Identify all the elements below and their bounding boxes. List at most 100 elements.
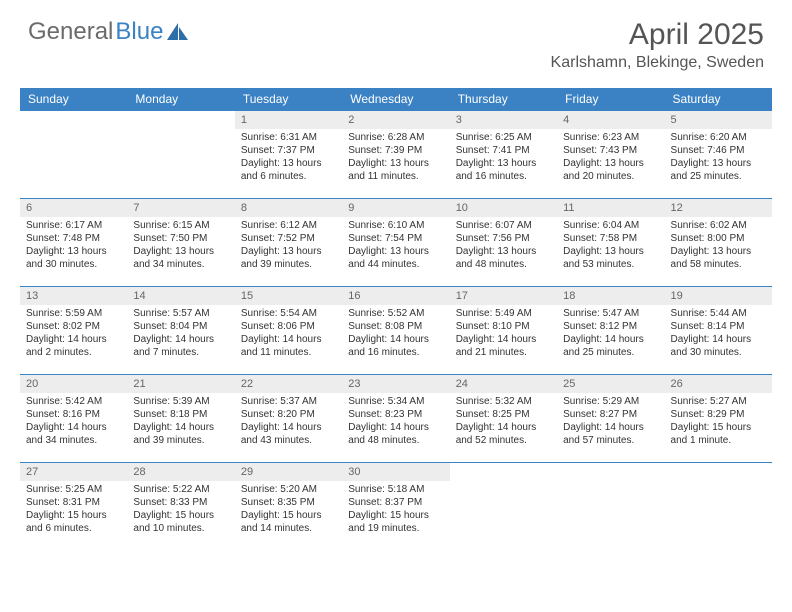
sunset-text: Sunset: 8:06 PM: [241, 320, 336, 333]
sunset-text: Sunset: 8:16 PM: [26, 408, 121, 421]
sunrise-text: Sunrise: 6:12 AM: [241, 219, 336, 232]
day-number: 24: [450, 375, 557, 393]
daylight-text: Daylight: 15 hours and 10 minutes.: [133, 509, 228, 535]
sunset-text: Sunset: 8:31 PM: [26, 496, 121, 509]
day-number: 26: [665, 375, 772, 393]
sunrise-text: Sunrise: 5:32 AM: [456, 395, 551, 408]
week-row: 6Sunrise: 6:17 AMSunset: 7:48 PMDaylight…: [20, 199, 772, 287]
daylight-text: Daylight: 13 hours and 39 minutes.: [241, 245, 336, 271]
weekday-header-row: SundayMondayTuesdayWednesdayThursdayFrid…: [20, 88, 772, 111]
day-number: 18: [557, 287, 664, 305]
sunset-text: Sunset: 8:35 PM: [241, 496, 336, 509]
daylight-text: Daylight: 13 hours and 6 minutes.: [241, 157, 336, 183]
day-cell: 19Sunrise: 5:44 AMSunset: 8:14 PMDayligh…: [665, 287, 772, 375]
day-cell: 30Sunrise: 5:18 AMSunset: 8:37 PMDayligh…: [342, 463, 449, 551]
weekday-header: Wednesday: [342, 88, 449, 111]
day-cell: 1Sunrise: 6:31 AMSunset: 7:37 PMDaylight…: [235, 111, 342, 199]
sunrise-text: Sunrise: 5:29 AM: [563, 395, 658, 408]
day-cell: 25Sunrise: 5:29 AMSunset: 8:27 PMDayligh…: [557, 375, 664, 463]
weekday-header: Tuesday: [235, 88, 342, 111]
day-cell: [127, 111, 234, 199]
day-body: Sunrise: 5:29 AMSunset: 8:27 PMDaylight:…: [557, 393, 664, 451]
day-cell: 9 Sunrise: 6:10 AMSunset: 7:54 PMDaylight…: [342, 199, 449, 287]
sunset-text: Sunset: 8:02 PM: [26, 320, 121, 333]
daylight-text: Daylight: 13 hours and 44 minutes.: [348, 245, 443, 271]
week-row: 13Sunrise: 5:59 AMSunset: 8:02 PMDayligh…: [20, 287, 772, 375]
calendar-body: 1Sunrise: 6:31 AMSunset: 7:37 PMDaylight…: [20, 111, 772, 551]
daylight-text: Daylight: 14 hours and 48 minutes.: [348, 421, 443, 447]
sunset-text: Sunset: 7:52 PM: [241, 232, 336, 245]
day-body: Sunrise: 6:07 AMSunset: 7:56 PMDaylight:…: [450, 217, 557, 275]
day-body: Sunrise: 5:18 AMSunset: 8:37 PMDaylight:…: [342, 481, 449, 539]
day-number: 23: [342, 375, 449, 393]
logo-text-gray: General: [28, 18, 113, 46]
day-number: 8: [235, 199, 342, 217]
day-number: 2: [342, 111, 449, 129]
sunset-text: Sunset: 8:08 PM: [348, 320, 443, 333]
day-body: Sunrise: 6:20 AMSunset: 7:46 PMDaylight:…: [665, 129, 772, 187]
day-cell: [450, 463, 557, 551]
daylight-text: Daylight: 13 hours and 11 minutes.: [348, 157, 443, 183]
week-row: 27Sunrise: 5:25 AMSunset: 8:31 PMDayligh…: [20, 463, 772, 551]
sunrise-text: Sunrise: 6:10 AM: [348, 219, 443, 232]
day-number: 17: [450, 287, 557, 305]
day-cell: [665, 463, 772, 551]
daylight-text: Daylight: 13 hours and 25 minutes.: [671, 157, 766, 183]
daylight-text: Daylight: 15 hours and 1 minute.: [671, 421, 766, 447]
header: GeneralBlue April 2025 Karlshamn, Blekin…: [0, 0, 792, 82]
logo-sail-icon: [167, 23, 189, 41]
sunrise-text: Sunrise: 6:17 AM: [26, 219, 121, 232]
daylight-text: Daylight: 13 hours and 53 minutes.: [563, 245, 658, 271]
daylight-text: Daylight: 13 hours and 16 minutes.: [456, 157, 551, 183]
day-number: 19: [665, 287, 772, 305]
sunset-text: Sunset: 8:18 PM: [133, 408, 228, 421]
sunset-text: Sunset: 8:37 PM: [348, 496, 443, 509]
day-cell: 27Sunrise: 5:25 AMSunset: 8:31 PMDayligh…: [20, 463, 127, 551]
calendar-table: SundayMondayTuesdayWednesdayThursdayFrid…: [20, 88, 772, 551]
sunset-text: Sunset: 7:54 PM: [348, 232, 443, 245]
sunrise-text: Sunrise: 5:47 AM: [563, 307, 658, 320]
day-cell: 6Sunrise: 6:17 AMSunset: 7:48 PMDaylight…: [20, 199, 127, 287]
day-body: Sunrise: 5:47 AMSunset: 8:12 PMDaylight:…: [557, 305, 664, 363]
day-body: Sunrise: 5:57 AMSunset: 8:04 PMDaylight:…: [127, 305, 234, 363]
day-number: 20: [20, 375, 127, 393]
daylight-text: Daylight: 14 hours and 21 minutes.: [456, 333, 551, 359]
day-body: Sunrise: 5:54 AMSunset: 8:06 PMDaylight:…: [235, 305, 342, 363]
weekday-header: Monday: [127, 88, 234, 111]
day-cell: 16Sunrise: 5:52 AMSunset: 8:08 PMDayligh…: [342, 287, 449, 375]
day-cell: 12Sunrise: 6:02 AMSunset: 8:00 PMDayligh…: [665, 199, 772, 287]
daylight-text: Daylight: 14 hours and 39 minutes.: [133, 421, 228, 447]
daylight-text: Daylight: 13 hours and 48 minutes.: [456, 245, 551, 271]
daylight-text: Daylight: 14 hours and 25 minutes.: [563, 333, 658, 359]
weekday-header: Saturday: [665, 88, 772, 111]
weekday-header: Friday: [557, 88, 664, 111]
day-cell: 11Sunrise: 6:04 AMSunset: 7:58 PMDayligh…: [557, 199, 664, 287]
day-cell: 5Sunrise: 6:20 AMSunset: 7:46 PMDaylight…: [665, 111, 772, 199]
sunrise-text: Sunrise: 6:25 AM: [456, 131, 551, 144]
sunset-text: Sunset: 8:25 PM: [456, 408, 551, 421]
sunrise-text: Sunrise: 5:27 AM: [671, 395, 766, 408]
sunset-text: Sunset: 7:46 PM: [671, 144, 766, 157]
day-cell: 10Sunrise: 6:07 AMSunset: 7:56 PMDayligh…: [450, 199, 557, 287]
sunrise-text: Sunrise: 6:20 AM: [671, 131, 766, 144]
day-body: Sunrise: 5:39 AMSunset: 8:18 PMDaylight:…: [127, 393, 234, 451]
day-number: 21: [127, 375, 234, 393]
day-number: 30: [342, 463, 449, 481]
day-cell: 22Sunrise: 5:37 AMSunset: 8:20 PMDayligh…: [235, 375, 342, 463]
sunset-text: Sunset: 7:41 PM: [456, 144, 551, 157]
sunset-text: Sunset: 7:50 PM: [133, 232, 228, 245]
day-number: 9: [342, 199, 449, 217]
day-number: 6: [20, 199, 127, 217]
sunrise-text: Sunrise: 6:04 AM: [563, 219, 658, 232]
day-number: 11: [557, 199, 664, 217]
daylight-text: Daylight: 14 hours and 11 minutes.: [241, 333, 336, 359]
day-cell: 20Sunrise: 5:42 AMSunset: 8:16 PMDayligh…: [20, 375, 127, 463]
day-cell: 21Sunrise: 5:39 AMSunset: 8:18 PMDayligh…: [127, 375, 234, 463]
sunrise-text: Sunrise: 6:15 AM: [133, 219, 228, 232]
day-cell: 2Sunrise: 6:28 AMSunset: 7:39 PMDaylight…: [342, 111, 449, 199]
sunset-text: Sunset: 8:12 PM: [563, 320, 658, 333]
day-cell: 8 Sunrise: 6:12 AMSunset: 7:52 PMDaylight…: [235, 199, 342, 287]
title-block: April 2025 Karlshamn, Blekinge, Sweden: [551, 18, 764, 72]
day-cell: 14Sunrise: 5:57 AMSunset: 8:04 PMDayligh…: [127, 287, 234, 375]
day-number: 10: [450, 199, 557, 217]
